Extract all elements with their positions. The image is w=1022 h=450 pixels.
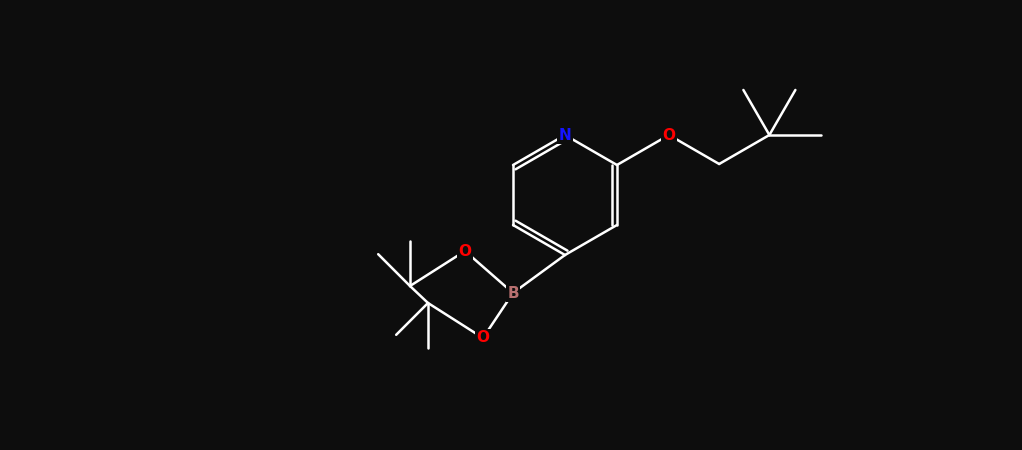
Text: O: O — [476, 330, 490, 346]
Text: O: O — [459, 243, 471, 258]
Text: B: B — [507, 285, 519, 301]
Text: N: N — [559, 127, 571, 143]
Text: O: O — [662, 127, 676, 143]
